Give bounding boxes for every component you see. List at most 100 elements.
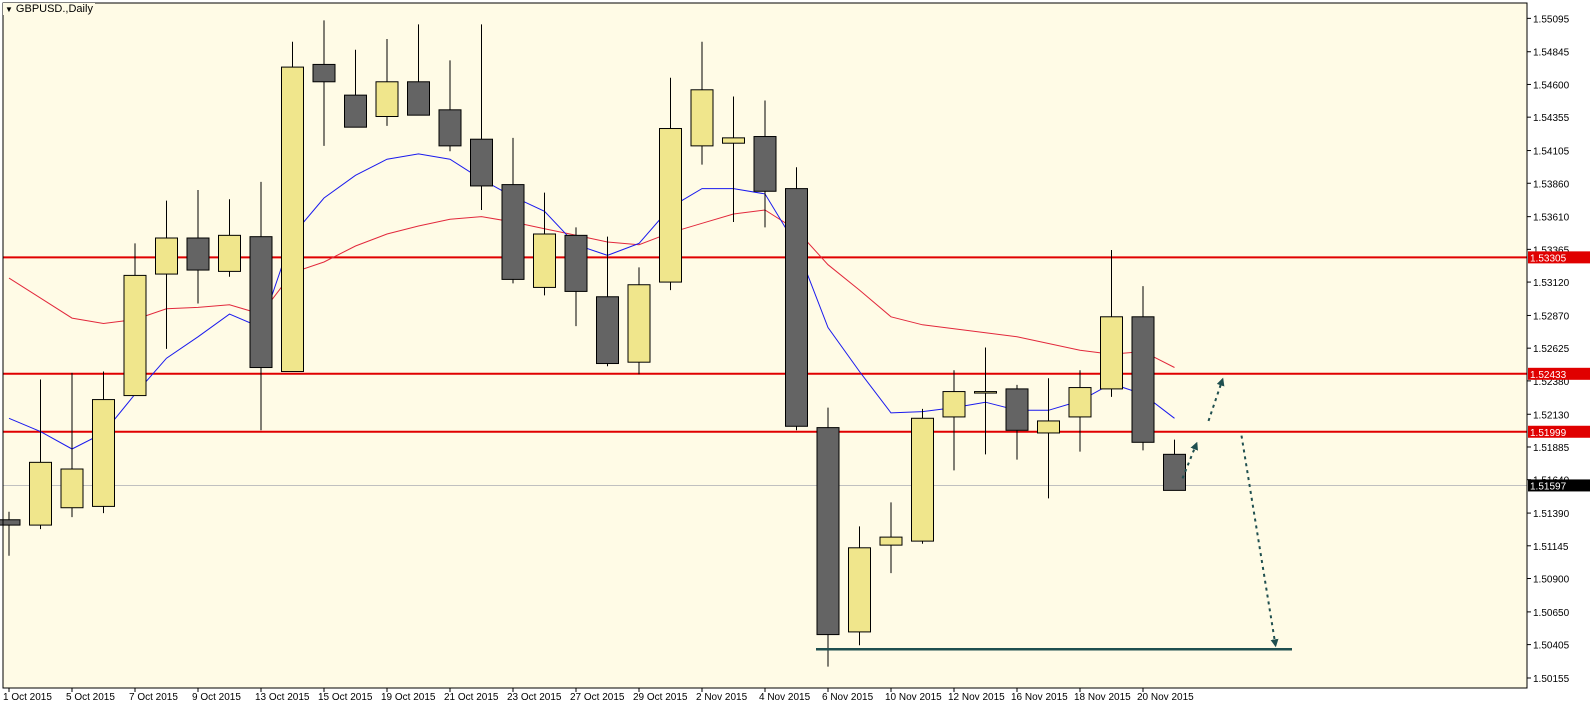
price-axis: 1.55095 1.54845 1.54600 1.54355 1.54105 1.538… — [1527, 0, 1592, 716]
price-tick-label: 1.51885 — [1533, 443, 1570, 454]
price-tick-label: 1.53120 — [1533, 278, 1570, 289]
candle-body-bear — [186, 237, 210, 271]
candle-body-bull — [1037, 420, 1060, 434]
candle — [1131, 286, 1155, 451]
candle — [155, 200, 178, 349]
candle-body-bull — [848, 547, 871, 633]
time-tick-label: 16 Nov 2015 — [1011, 692, 1068, 703]
candle-body-bear — [1163, 453, 1186, 491]
candle — [1163, 439, 1186, 491]
price-tick-label: 1.54105 — [1533, 147, 1570, 158]
level-price-tag — [1528, 251, 1590, 264]
candle-body-bull — [659, 128, 682, 283]
candle-body-bull — [29, 461, 52, 526]
time-tick-label: 12 Nov 2015 — [948, 692, 1005, 703]
price-tick-label: 1.50155 — [1533, 674, 1570, 685]
time-tick-label: 9 Oct 2015 — [192, 692, 241, 703]
chart-title-box: ▼ GBPUSD.,Daily — [3, 3, 95, 15]
time-tick-label: 5 Oct 2015 — [66, 692, 115, 703]
price-tick-label: 1.52380 — [1533, 377, 1570, 388]
candle — [375, 39, 399, 126]
current-price-label: 1.51597 — [1530, 481, 1567, 492]
candle-body-bull — [974, 391, 997, 394]
candle-body-bull — [942, 391, 966, 418]
candle-body-bear — [816, 427, 840, 636]
dropdown-triangle-icon[interactable]: ▼ — [5, 5, 13, 14]
up-arrow-large — [1207, 377, 1225, 422]
candle-body-bull — [123, 274, 147, 397]
candle — [1037, 378, 1060, 499]
price-tick-label: 1.53610 — [1533, 213, 1570, 224]
candle — [1100, 250, 1123, 397]
candle — [344, 49, 367, 128]
candle — [974, 347, 997, 455]
price-tick-label: 1.54845 — [1533, 48, 1570, 59]
time-axis-background — [0, 689, 1528, 716]
candle-body-bull — [1068, 387, 1092, 418]
candle — [186, 189, 210, 304]
ma-red-line — [8, 209, 1175, 368]
candle — [281, 41, 304, 373]
candle-body-bull — [722, 137, 745, 144]
time-tick-label: 4 Nov 2015 — [759, 692, 811, 703]
candle-body-bear — [501, 184, 525, 280]
candle — [249, 181, 273, 431]
current-price-tag — [1528, 479, 1590, 492]
time-tick-label: 20 Nov 2015 — [1137, 692, 1194, 703]
candle — [753, 100, 777, 228]
price-tick-label: 1.51390 — [1533, 509, 1570, 520]
candle — [879, 502, 903, 574]
candle — [218, 199, 241, 277]
candle-body-bear — [1131, 316, 1155, 443]
price-tick-label: 1.53365 — [1533, 245, 1570, 256]
candle-body-bull — [627, 284, 651, 363]
candle-body-bear — [753, 136, 777, 192]
candle-body-bull — [879, 536, 903, 546]
level-price-tag — [1528, 367, 1590, 380]
level-price-label: 1.51999 — [1530, 428, 1567, 439]
plot-border — [2, 2, 1528, 689]
candle — [690, 41, 714, 165]
candle-body-bull — [281, 66, 304, 373]
candle — [501, 137, 525, 284]
level-price-label: 1.53305 — [1530, 253, 1567, 264]
price-tick-label: 1.50900 — [1533, 575, 1570, 586]
candle — [533, 192, 556, 296]
candle — [911, 408, 934, 544]
candle — [123, 243, 147, 397]
candle — [438, 60, 462, 152]
price-tick-label: 1.52130 — [1533, 410, 1570, 421]
candle — [407, 24, 430, 116]
time-tick-label: 1 Oct 2015 — [3, 692, 52, 703]
candle-body-bull — [60, 468, 84, 509]
candle — [92, 371, 115, 514]
candles — [0, 20, 1186, 667]
time-tick-label: 6 Nov 2015 — [822, 692, 874, 703]
level-price-label: 1.52433 — [1530, 370, 1567, 381]
price-tick-label: 1.55095 — [1533, 14, 1570, 25]
time-tick-label: 15 Oct 2015 — [318, 692, 373, 703]
price-tick-label: 1.52870 — [1533, 311, 1570, 322]
time-axis: 1 Oct 2015 5 Oct 2015 7 Oct 2015 9 Oct 2015… — [0, 688, 1528, 716]
candle-body-bear — [438, 109, 462, 147]
candle-body-bull — [155, 237, 178, 275]
time-tick-label: 18 Nov 2015 — [1074, 692, 1131, 703]
price-tick-label: 1.50405 — [1533, 641, 1570, 652]
ma-blue-line — [8, 153, 1175, 450]
price-tick-label: 1.54600 — [1533, 80, 1570, 91]
time-tick-label: 10 Nov 2015 — [885, 692, 942, 703]
candle — [848, 526, 871, 646]
level-price-tag — [1528, 425, 1590, 438]
candle-body-bear — [596, 296, 619, 365]
chart-title: GBPUSD.,Daily — [15, 3, 93, 15]
candle — [312, 20, 336, 146]
candle-body-bear — [564, 234, 588, 292]
candle — [60, 372, 84, 518]
candle — [942, 370, 966, 471]
candle — [596, 236, 619, 367]
time-tick-label: 19 Oct 2015 — [381, 692, 436, 703]
candle — [29, 379, 52, 530]
candle — [470, 24, 493, 210]
time-tick-label: 27 Oct 2015 — [570, 692, 625, 703]
candle-body-bull — [375, 81, 399, 117]
